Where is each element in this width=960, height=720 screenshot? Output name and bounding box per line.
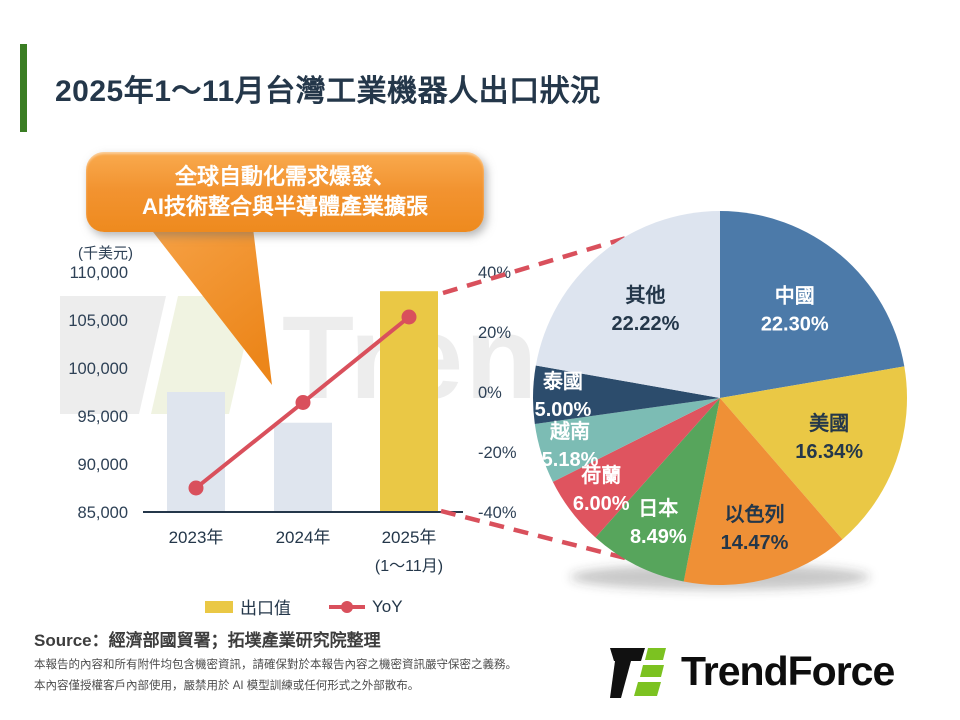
disclaimer-line-1: 本報告的內容和所有附件均包含機密資訊，請確保對於本報告內容之機密資訊嚴守保密之義… (34, 659, 517, 671)
legend-label-export-value: 出口值 (240, 599, 291, 618)
legend-item-export-value: 出口值 (205, 594, 291, 619)
legend-item-yoy: YoY (329, 597, 403, 617)
left-axis-tick: 105,000 (68, 312, 128, 330)
right-axis-tick: 20% (478, 324, 511, 342)
pie-label-name: 越南 (549, 419, 590, 443)
pie-label-name: 中國 (775, 283, 815, 307)
insight-callout: 全球自動化需求爆發、 AI技術整合與半導體產業擴張 (86, 152, 484, 232)
export-value-swatch (205, 600, 233, 613)
yoy-point-2024年 (295, 395, 311, 410)
source-text: ：經濟部國貿署；拓墣產業研究院整理 (91, 631, 381, 650)
callout-line-2: AI技術整合與半導體產業擴張 (141, 194, 428, 219)
pie-label-value: 5.18% (542, 449, 599, 471)
x-axis-category: 2025年 (382, 528, 437, 547)
right-axis-tick: 0% (478, 384, 502, 402)
leader-dashed-line (442, 230, 644, 296)
yoy-point-2025年 (401, 309, 417, 325)
pie-slice-美國 (720, 366, 907, 540)
x-axis-category-sub: (1～11月) (375, 558, 443, 575)
page-title: 2025年1～11月台灣工業機器人出口狀況 (55, 75, 601, 108)
pie-slice-中國 (720, 211, 905, 398)
pie-label-name: 以色列 (725, 502, 785, 526)
left-axis-tick: 100,000 (68, 360, 128, 378)
disclaimer-line-2: 本內容僅授權客戶內部使用，嚴禁用於 AI 模型訓練或任何形式之外部散布。 (34, 680, 420, 692)
pie-slice-日本 (595, 398, 720, 582)
pie-slice-泰國 (533, 365, 720, 424)
pie-slice-以色列 (683, 398, 843, 585)
bar-2025年 (380, 291, 438, 512)
right-axis-tick: 40% (478, 264, 511, 282)
left-axis-unit: (千美元) (78, 245, 133, 262)
trendforce-logo-icon (610, 648, 666, 698)
trendforce-logo: TrendForce (607, 641, 895, 701)
pie-slice-荷蘭 (552, 398, 720, 538)
x-axis-category: 2024年 (276, 528, 331, 547)
source-prefix: Source (34, 631, 92, 650)
pie-label-value: 5.00% (535, 399, 592, 421)
left-axis-tick: 110,000 (70, 264, 128, 282)
x-axis-category: 2023年 (169, 528, 224, 547)
pie-slice-越南 (534, 398, 720, 482)
pie-label-value: 6.00% (573, 493, 630, 515)
watermark-logo-shape (60, 296, 166, 414)
left-axis-tick: 90,000 (78, 456, 128, 474)
leader-dashed-line (440, 508, 638, 564)
pie-label-name: 荷蘭 (581, 463, 621, 487)
left-axis-tick: 85,000 (78, 504, 128, 522)
yoy-point-2023年 (188, 480, 204, 496)
callout-tail (150, 228, 272, 385)
pie-label-value: 22.30% (761, 313, 829, 335)
source-line: Source：經濟部國貿署；拓墣產業研究院整理 (34, 626, 381, 651)
pie-label-value: 14.47% (721, 532, 789, 554)
pie-label-value: 16.34% (795, 441, 863, 463)
pie-label-name: 美國 (809, 411, 849, 435)
yoy-dot-icon (341, 600, 353, 613)
pie-label-name: 日本 (638, 497, 678, 520)
right-axis-tick: -20% (478, 444, 517, 462)
legend-label-yoy: YoY (372, 596, 403, 616)
bar-2024年 (274, 422, 332, 512)
pie-label-value: 22.22% (612, 313, 680, 335)
pie-label-name: 泰國 (542, 369, 583, 393)
right-axis-tick: -40% (478, 504, 517, 522)
disclaimer: 本報告的內容和所有附件均包含機密資訊，請確保對於本報告內容之機密資訊嚴守保密之義… (34, 655, 517, 697)
pie-label-name: 其他 (625, 283, 665, 307)
title-accent-bar (20, 44, 27, 132)
brand-name: TrendForce (681, 647, 895, 694)
left-axis-tick: 95,000 (78, 408, 128, 426)
pie-slice-其他 (535, 211, 720, 398)
yoy-line-marker (329, 600, 365, 613)
chart-legend: 出口值 YoY (205, 594, 403, 619)
callout-line-1: 全球自動化需求爆發、 (174, 164, 395, 189)
pie-label-value: 8.49% (630, 526, 687, 548)
